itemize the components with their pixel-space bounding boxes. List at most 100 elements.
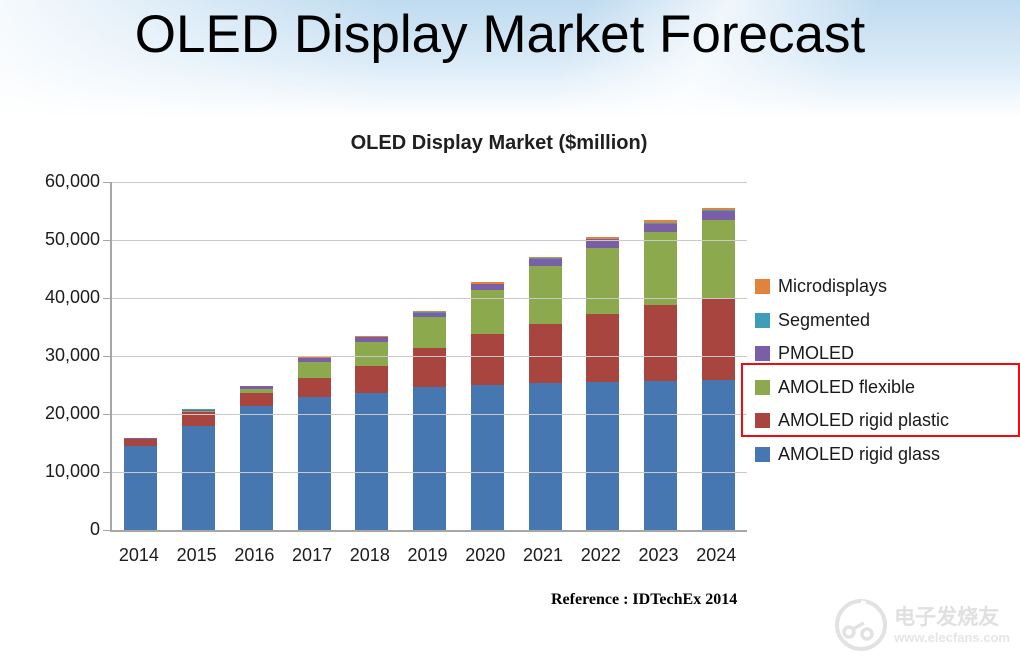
legend-item: AMOLED rigid glass: [755, 438, 949, 472]
bar-segment: [643, 223, 677, 232]
bar-segment: [297, 378, 331, 398]
bar-segment: [470, 290, 504, 334]
stacked-bar-2015: [182, 409, 216, 530]
bar-slot: [343, 182, 401, 530]
stacked-bar-2019: [413, 311, 447, 530]
bar-slot: [632, 182, 690, 530]
bar-segment: [643, 380, 677, 530]
legend-label: AMOLED rigid glass: [778, 443, 941, 464]
legend-item: AMOLED flexible: [755, 371, 949, 405]
bar-segment: [297, 357, 331, 359]
x-axis-labels: 2014 2015 2016 2017 2018 2019 2020 2021 2022 2023…: [110, 545, 745, 566]
stacked-bar-2024: [701, 207, 735, 530]
x-tick-label: 2015: [176, 545, 217, 565]
bar-slot: [574, 182, 632, 530]
bar-segment: [701, 211, 735, 220]
bar-segment: [586, 237, 620, 239]
legend-item: PMOLED: [755, 337, 949, 371]
bar-segment: [182, 411, 216, 412]
y-tick-label: 30,000: [44, 345, 100, 365]
bar-segment: [239, 385, 273, 387]
bar-segment: [297, 397, 331, 530]
slide-header-background: [0, 0, 1020, 118]
stacked-bar-2018: [355, 336, 389, 530]
stacked-bar-2020: [470, 282, 504, 530]
gridline: [112, 298, 747, 299]
y-tick-label: 50,000: [44, 229, 100, 249]
bar-segment: [586, 381, 620, 530]
bar-segment: [355, 393, 389, 530]
bar-segment: [355, 337, 389, 342]
chart-legend: Microdisplays Segmented PMOLED AMOLED flexi…: [755, 270, 949, 471]
bar-segment: [586, 239, 620, 248]
bar-series-container: [112, 182, 747, 530]
bar-segment: [239, 392, 273, 407]
slide-title: OLED Display Market Forecast: [134, 5, 866, 64]
x-tick-label: 2022: [580, 545, 621, 565]
bar-segment: [239, 386, 273, 390]
bar-segment: [586, 247, 620, 314]
legend-swatch: [755, 279, 770, 295]
x-tick-label: 2017: [292, 545, 333, 565]
gridline: [112, 240, 747, 241]
y-tick-label: 10,000: [44, 461, 100, 481]
y-axis-tick: [103, 298, 110, 299]
gridline: [112, 356, 747, 357]
bar-segment: [643, 222, 677, 224]
bar-segment: [470, 284, 504, 291]
y-axis-tick: [103, 530, 110, 531]
reference-note: Reference : IDTechEx 2014: [551, 591, 738, 608]
bar-slot: [227, 182, 285, 530]
legend-label: Segmented: [778, 309, 871, 330]
bar-segment: [124, 438, 158, 440]
watermark: 电子发烧友 www.elecfans.com: [834, 598, 1010, 652]
bar-segment: [470, 283, 504, 285]
bar-slot: [112, 182, 170, 530]
watermark-url: www.elecfans.com: [894, 629, 1010, 645]
y-tick-label: 60,000: [44, 171, 100, 191]
legend-label: Microdisplays: [778, 276, 888, 297]
legend-item: Segmented: [755, 304, 949, 338]
bar-slot: [170, 182, 228, 530]
legend-label: AMOLED rigid plastic: [778, 410, 950, 431]
x-tick-label: 2023: [638, 545, 679, 565]
bar-segment: [586, 313, 620, 382]
x-tick-label: 2021: [522, 545, 564, 565]
y-tick-label: 40,000: [44, 287, 100, 307]
y-axis-tick: [103, 240, 110, 241]
x-tick-label: 2024: [696, 545, 737, 565]
legend-swatch: [755, 346, 770, 362]
bar-segment: [470, 333, 504, 385]
y-axis-tick: [103, 182, 110, 183]
watermark-brand: 电子发烧友: [894, 605, 1000, 629]
x-tick-label: 2019: [407, 545, 448, 565]
bar-slot: [516, 182, 574, 530]
bar-segment: [124, 445, 158, 530]
bar-segment: [528, 382, 562, 530]
stacked-bar-2022: [586, 237, 620, 530]
bar-segment: [182, 411, 216, 427]
x-tick-label: 2018: [349, 545, 390, 565]
y-tick-label: 20,000: [44, 403, 100, 423]
legend-item: AMOLED rigid plastic: [755, 404, 949, 438]
bar-segment: [528, 265, 562, 325]
bar-segment: [355, 336, 389, 338]
stacked-bar-2023: [643, 220, 677, 530]
stacked-bar-2014: [124, 438, 158, 530]
y-axis-tick: [103, 472, 110, 473]
stacked-bar-2021: [528, 256, 562, 530]
bar-segment: [643, 231, 677, 305]
x-tick-label: 2014: [118, 545, 159, 565]
bar-segment: [413, 311, 447, 313]
bar-segment: [239, 389, 273, 393]
bar-segment: [643, 220, 677, 223]
legend-swatch: [755, 413, 770, 429]
bar-slot: [689, 182, 747, 530]
bar-segment: [701, 379, 735, 530]
gridline: [112, 182, 747, 183]
plot-area: [103, 182, 747, 532]
y-axis-tick: [103, 356, 110, 357]
bar-segment: [586, 238, 620, 240]
x-tick-label: 2016: [234, 545, 275, 565]
y-axis-tick: [103, 414, 110, 415]
